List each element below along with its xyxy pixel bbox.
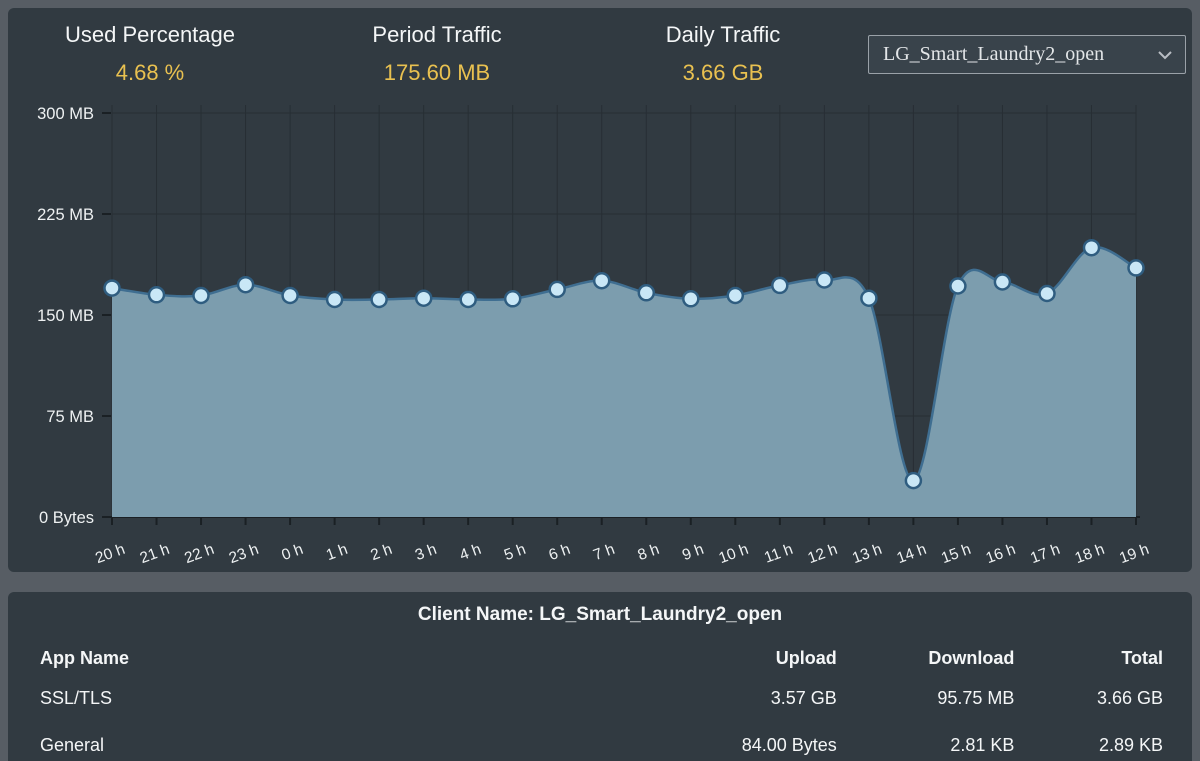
data-point[interactable] [726,286,745,305]
data-point[interactable] [147,286,166,304]
chevron-down-icon [1158,50,1172,59]
data-point[interactable] [637,284,656,302]
data-point[interactable] [949,277,967,295]
x-axis-label: 8 h [636,541,662,564]
stat-label: Daily Traffic [665,22,781,47]
data-point[interactable] [592,271,611,290]
traffic-area-chart: 0 Bytes 75 MB 150 MB 225 MB 300 MB 20 h 21 h 22… [37,105,1151,567]
traffic-area-fill [112,247,1136,518]
app-name-cell: General [40,735,105,755]
x-axis-label: 11 h [762,541,795,567]
data-point[interactable] [682,290,700,308]
x-axis-label: 3 h [413,541,439,564]
y-axis-label: 75 MB [46,408,94,426]
y-axis-label: 0 Bytes [39,509,94,527]
stat-period-traffic: Period Traffic 175.60 MB [287,22,587,86]
stat-value: 4.68 % [115,60,185,85]
total-cell: 3.66 GB [1096,688,1163,708]
client-name-title: Client Name: LG_Smart_Laundry2_open [417,604,783,625]
x-axis-label: 0 h [279,541,305,564]
x-axis-label: 5 h [502,541,528,564]
upload-cell: 3.57 GB [770,688,837,708]
x-axis-label: 9 h [680,541,706,564]
x-axis-label: 10 h [717,541,751,567]
x-axis-label: 20 h [93,541,127,567]
x-axis-label: 13 h [850,541,884,567]
x-axis-label: 7 h [591,541,617,564]
stat-value: 3.66 GB [682,60,764,85]
total-cell: 2.89 KB [1098,735,1163,755]
app-traffic-table: App Name Upload Download Total SSL/TLS 3… [8,632,1192,761]
client-selector-value: LG_Smart_Laundry2_open [883,43,1105,65]
x-axis-label: 23 h [227,541,261,567]
stat-value: 175.60 MB [383,60,491,85]
data-point[interactable] [325,290,344,309]
column-header-download: Download [928,648,1015,668]
x-axis-label: 16 h [984,541,1018,567]
x-axis-label: 15 h [939,541,973,567]
traffic-chart-panel: Used Percentage 4.68 % Period Traffic 17… [8,8,1192,572]
stat-label: Used Percentage [65,22,235,47]
client-detail-panel: Client Name: LG_Smart_Laundry2_open App … [8,592,1192,761]
data-point[interactable] [414,289,433,307]
data-point[interactable] [459,290,477,309]
stat-daily-traffic: Daily Traffic 3.66 GB [573,22,873,86]
client-selector[interactable]: LG_Smart_Laundry2_open [868,35,1186,74]
table-row: General 84.00 Bytes 2.81 KB 2.89 KB [8,722,1192,761]
data-point[interactable] [503,290,522,308]
data-point[interactable] [281,286,299,305]
x-axis-label: 18 h [1073,541,1107,567]
column-header-total: Total [1121,648,1163,668]
stat-used-percentage: Used Percentage 4.68 % [0,22,300,86]
data-point[interactable] [370,290,388,309]
data-point[interactable] [548,280,566,299]
data-point[interactable] [815,271,834,289]
x-axis-label: 19 h [1117,541,1151,567]
data-point[interactable] [860,289,878,307]
download-cell: 95.75 MB [937,688,1015,708]
x-axis-label: 14 h [895,541,929,567]
x-axis-label: 1 h [324,541,350,564]
data-point[interactable] [904,471,923,490]
x-axis-label: 21 h [138,541,172,567]
data-point[interactable] [103,279,121,297]
y-axis-label: 150 MB [37,307,94,325]
x-axis-label: 22 h [182,541,216,567]
x-axis-label: 4 h [457,541,483,564]
data-point[interactable] [1038,284,1056,303]
data-point[interactable] [1082,238,1101,257]
app-name-cell: SSL/TLS [40,688,113,708]
y-axis-label: 225 MB [37,206,94,224]
y-axis-label: 300 MB [37,105,94,123]
data-point[interactable] [192,286,210,305]
column-header-upload: Upload [775,648,837,668]
data-point[interactable] [771,276,789,295]
table-header-row: App Name Upload Download Total [8,632,1192,675]
data-point[interactable] [1127,259,1145,277]
x-axis-label: 6 h [547,541,573,564]
data-point[interactable] [993,273,1012,291]
download-cell: 2.81 KB [950,735,1015,755]
upload-cell: 84.00 Bytes [741,735,837,755]
stat-label: Period Traffic [372,22,502,47]
data-point[interactable] [236,275,255,294]
x-axis-label: 2 h [368,541,394,564]
x-axis-label: 17 h [1028,541,1062,567]
column-header-app-name: App Name [40,648,130,668]
table-row: SSL/TLS 3.57 GB 95.75 MB 3.66 GB [8,675,1192,722]
x-axis-label: 12 h [806,541,840,567]
